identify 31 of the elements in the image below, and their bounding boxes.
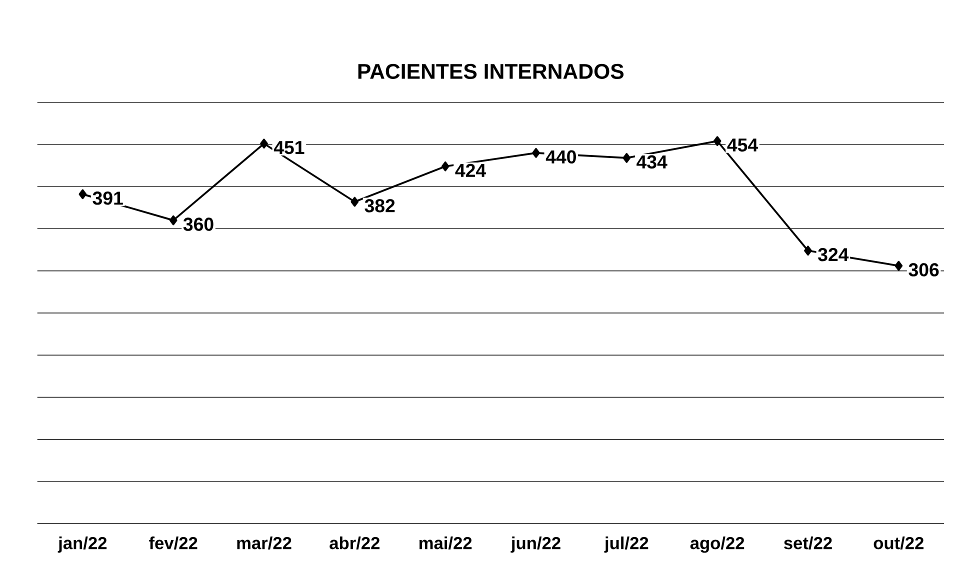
point bbox=[622, 153, 631, 163]
data-label: 306 bbox=[908, 263, 939, 276]
x-tick-label: mai/22 bbox=[420, 536, 472, 550]
x-tick-label: out/22 bbox=[874, 536, 924, 550]
x-tick-label: abr/22 bbox=[330, 536, 380, 550]
point bbox=[894, 260, 903, 271]
data-label: 324 bbox=[818, 248, 849, 262]
data-label: 424 bbox=[455, 164, 486, 177]
x-tick-label: fev/22 bbox=[149, 536, 198, 550]
x-tick-label: ago/22 bbox=[690, 536, 744, 553]
data-label: 391 bbox=[92, 192, 123, 205]
data-label: 382 bbox=[364, 199, 395, 212]
point bbox=[804, 246, 812, 256]
data-label: 440 bbox=[546, 150, 576, 164]
data-label: 434 bbox=[636, 155, 668, 169]
x-tick-label: jan/22 bbox=[58, 536, 107, 553]
x-tick-label: set/22 bbox=[784, 536, 832, 550]
point bbox=[532, 148, 540, 158]
point bbox=[78, 189, 87, 200]
point bbox=[260, 138, 268, 149]
chart-title: PACIENTES INTERNADOS bbox=[358, 64, 624, 79]
point bbox=[350, 196, 359, 207]
data-label: 360 bbox=[183, 218, 214, 231]
x-tick-label: jul/22 bbox=[604, 536, 648, 553]
data-label: 454 bbox=[727, 138, 758, 152]
point bbox=[441, 161, 450, 172]
point bbox=[713, 136, 722, 146]
data-label: 451 bbox=[274, 141, 304, 154]
x-tick-label: jun/22 bbox=[510, 536, 560, 553]
x-tick-label: mar/22 bbox=[237, 536, 292, 550]
point bbox=[169, 215, 178, 226]
